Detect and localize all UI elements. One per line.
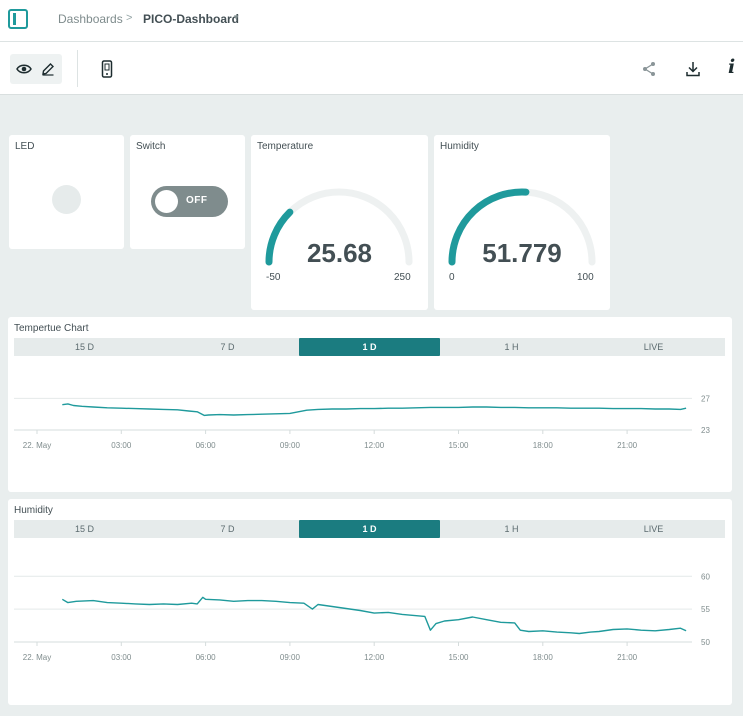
y-tick-label: 60 [701, 572, 710, 581]
toolbar-divider [77, 50, 78, 87]
switch-widget: Switch OFF [130, 135, 245, 249]
gauge-max-label: 100 [577, 272, 594, 283]
led-widget: LED [9, 135, 124, 249]
switch-knob [155, 190, 178, 213]
x-tick-label: 03:00 [111, 441, 132, 450]
gauge-min-label: -50 [266, 272, 281, 283]
gauge-value: 25.68 [306, 238, 373, 268]
humidity-chart-widget: Humidity 15 D 7 D 1 D 1 H LIVE 50 55 60 22.… [8, 499, 732, 705]
widget-title: Humidity [440, 141, 479, 152]
x-tick-label: 03:00 [111, 653, 132, 662]
edit-mode-button[interactable] [37, 57, 59, 81]
tab-15d[interactable]: 15 D [74, 342, 94, 352]
humidity-line-chart: 50 55 60 22. May 03:00 06:00 09:00 12:00 15:00 18… [14, 572, 710, 662]
x-tick-label: 06:00 [196, 441, 217, 450]
x-tick-label: 18:00 [533, 653, 554, 662]
breadcrumb-dashboards-link[interactable]: Dashboards [58, 12, 123, 26]
series-line [62, 403, 687, 417]
x-tick-label: 21:00 [617, 441, 638, 450]
tab-7d[interactable]: 7 D [220, 342, 235, 352]
tab-1h[interactable]: 1 H [504, 342, 519, 352]
humidity-gauge [448, 188, 596, 266]
x-tick-label: 22. May [23, 653, 51, 662]
led-indicator [52, 185, 81, 214]
x-tick-label: 12:00 [364, 441, 385, 450]
time-range-tabs: 15 D 7 D 1 D 1 H LIVE [14, 520, 725, 538]
gauge-min-label: 0 [449, 272, 455, 283]
x-tick-label: 22. May [23, 441, 51, 450]
gauge-value-arc [265, 208, 294, 266]
mobile-device-icon [101, 60, 113, 78]
x-tick-label: 09:00 [280, 653, 301, 662]
tab-1h[interactable]: 1 H [504, 524, 519, 534]
download-icon [686, 62, 700, 77]
tab-15d[interactable]: 15 D [74, 524, 94, 534]
caret-down-icon[interactable]: ▾ [234, 12, 239, 22]
x-tick-label: 12:00 [364, 653, 385, 662]
download-button[interactable] [682, 58, 704, 80]
top-bar: Dashboards > PICO-Dashboard ▾ [0, 0, 743, 42]
share-button[interactable] [638, 58, 660, 80]
x-tick-label: 18:00 [533, 441, 554, 450]
time-range-tabs: 15 D 7 D 1 D 1 H LIVE [14, 338, 725, 356]
view-mode-button[interactable] [13, 57, 35, 81]
tab-1d[interactable]: 1 D [299, 338, 440, 356]
breadcrumb-current-dashboard[interactable]: PICO-Dashboard [143, 12, 240, 26]
x-tick-label: 09:00 [280, 441, 301, 450]
tab-live[interactable]: LIVE [643, 342, 664, 352]
chart-title: Tempertue Chart [14, 323, 89, 334]
temperature-chart-widget: Tempertue Chart 15 D 7 D 1 D 1 H LIVE 23… [8, 317, 732, 492]
y-tick-label: 27 [701, 394, 710, 403]
gauge-value-arc [448, 188, 530, 266]
info-icon[interactable]: i [728, 56, 736, 78]
gauge-max-label: 250 [394, 272, 411, 283]
x-tick-label: 15:00 [448, 441, 469, 450]
dashboard-toolbar: i [0, 42, 743, 95]
x-tick-label: 15:00 [448, 653, 469, 662]
humidity-gauge-widget: Humidity 51.779 0 100 [434, 135, 610, 310]
y-tick-label: 55 [701, 605, 710, 614]
temperature-gauge [265, 188, 413, 266]
tab-1d[interactable]: 1 D [299, 520, 440, 538]
widget-title: Temperature [257, 141, 314, 152]
sidebar-toggle-icon[interactable] [8, 9, 28, 29]
y-tick-label: 23 [701, 426, 710, 435]
y-tick-label: 50 [701, 638, 710, 647]
x-tick-label: 06:00 [196, 653, 217, 662]
switch-toggle[interactable]: OFF [151, 186, 228, 217]
pencil-icon [42, 63, 54, 76]
chart-title: Humidity [14, 505, 53, 516]
mode-toggle-group [10, 54, 62, 84]
switch-state-label: OFF [186, 195, 208, 206]
tab-live[interactable]: LIVE [643, 524, 664, 534]
gauge-value: 51.779 [482, 238, 562, 268]
x-tick-label: 21:00 [617, 653, 638, 662]
tab-7d[interactable]: 7 D [220, 524, 235, 534]
widget-title: Switch [136, 141, 166, 152]
temperature-gauge-widget: Temperature 25.68 -50 250 [251, 135, 428, 310]
eye-icon [16, 64, 32, 74]
series-line [61, 596, 687, 635]
share-icon [643, 62, 655, 76]
chevron-right-icon: > [126, 12, 133, 24]
mobile-preview-button[interactable] [97, 58, 117, 80]
widget-title: LED [15, 141, 35, 152]
temperature-line-chart: 23 27 22. May 03:00 06:00 09:00 12:00 15:00 18:0… [14, 394, 710, 450]
